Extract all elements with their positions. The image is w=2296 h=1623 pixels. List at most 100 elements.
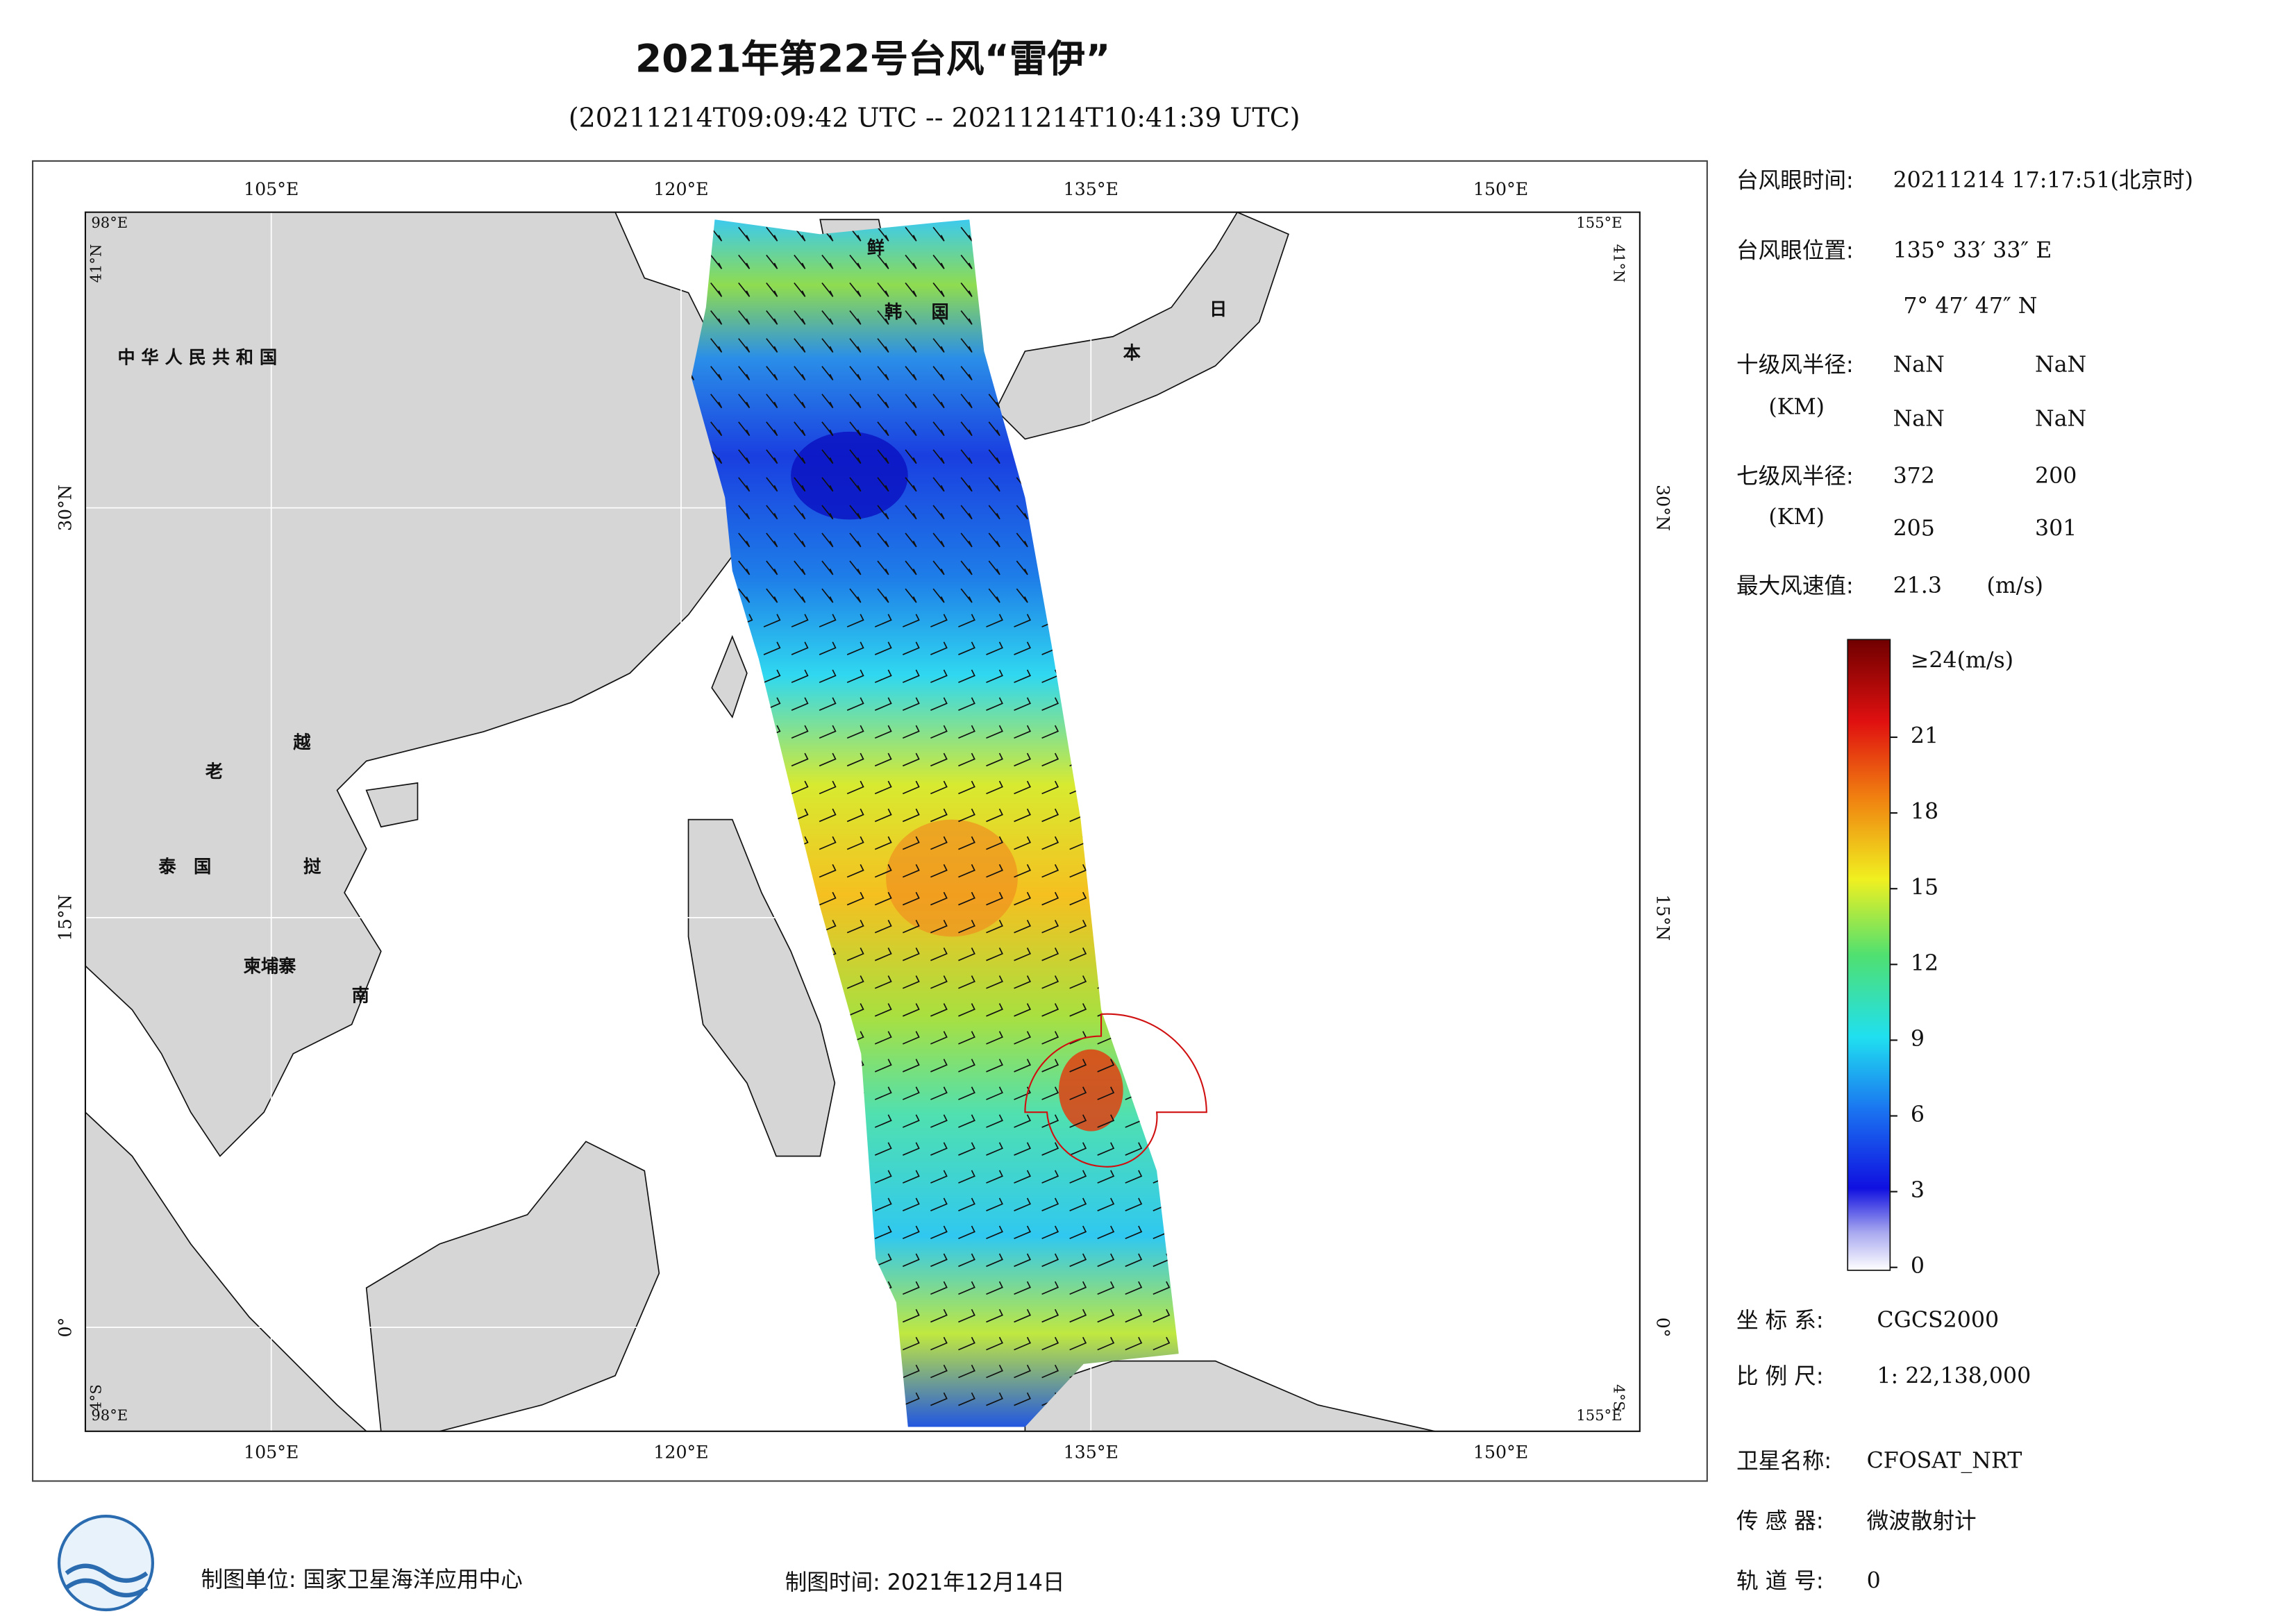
wind-barb <box>791 614 809 628</box>
wind-barb <box>763 669 781 683</box>
wind-barb <box>874 948 892 961</box>
wind-barb <box>738 421 751 437</box>
wind-barb <box>930 669 948 683</box>
info-unit: (KM) <box>1768 395 1825 420</box>
lon-label: 150°E <box>1473 179 1528 199</box>
info-label: 最大风速值: <box>1736 573 1854 598</box>
wind-barb <box>986 641 1003 655</box>
wind-barb <box>986 919 1003 934</box>
wind-barb <box>932 421 945 437</box>
wind-barb <box>958 1336 975 1351</box>
wind-barb <box>902 669 920 683</box>
wind-barb <box>1125 1197 1143 1211</box>
wind-barb <box>1041 1309 1059 1323</box>
wind-barb <box>958 641 975 655</box>
wind-barb <box>1014 780 1032 795</box>
wind-barb <box>1041 780 1059 795</box>
info-label: 十级风半径: <box>1736 353 1854 378</box>
wind-barb <box>1014 919 1032 934</box>
wind-barb <box>1097 1253 1115 1268</box>
wind-barb <box>821 477 834 492</box>
wind-barb <box>819 891 837 906</box>
wind-barb <box>958 891 975 906</box>
wind-barb <box>902 864 920 878</box>
wind-barb <box>1097 1281 1115 1295</box>
wind-barb <box>1153 1309 1171 1323</box>
place-label: 越 <box>293 732 311 752</box>
wind-barb <box>819 752 837 767</box>
wind-barb <box>1069 948 1087 961</box>
wind-barb <box>874 836 892 850</box>
wind-barb <box>986 1031 1003 1045</box>
info-value: 200 <box>2035 464 2077 489</box>
wind-barb <box>1125 1281 1143 1295</box>
wind-barb <box>794 338 806 353</box>
wind-barb <box>710 394 723 409</box>
info-label: 台风眼位置: <box>1736 239 1854 264</box>
wind-barb <box>1069 1253 1087 1268</box>
wind-barb <box>905 560 917 575</box>
wind-barb <box>1041 1086 1059 1100</box>
wind-barb <box>877 254 889 269</box>
wind-barb <box>1041 1225 1059 1240</box>
colorbar-label: 15 <box>1911 875 1938 900</box>
info-label: 七级风半径: <box>1736 464 1854 489</box>
corner-label: 41°N <box>1611 244 1628 283</box>
colorbar-label: 21 <box>1911 724 1938 749</box>
wind-barb <box>958 780 975 795</box>
place-label: 南 <box>352 986 369 1006</box>
wind-barb <box>905 421 917 437</box>
colorbar-label: 0 <box>1911 1254 1925 1279</box>
wind-barb <box>849 338 862 353</box>
wind-barb <box>932 560 945 575</box>
wind-barb <box>821 282 834 297</box>
wind-barb <box>877 338 889 353</box>
wind-barb <box>902 836 920 850</box>
wind-barb <box>902 1253 920 1268</box>
wind-barb <box>874 1086 892 1100</box>
wind-barb <box>1041 1336 1059 1351</box>
place-label: 鲜 <box>867 237 885 258</box>
wind-barb <box>1069 919 1087 934</box>
wind-barb <box>849 477 862 492</box>
wind-barb <box>766 449 778 464</box>
wind-barb <box>986 1197 1003 1211</box>
wind-barb <box>1069 1336 1087 1351</box>
wind-barb <box>1041 864 1059 878</box>
wind-barb <box>738 505 751 520</box>
wind-radius <box>1024 1013 1207 1168</box>
wind-barb <box>902 1309 920 1323</box>
wind-barb <box>986 1114 1003 1128</box>
wind-barb <box>1069 1142 1087 1156</box>
wind-barb <box>738 532 751 548</box>
wind-barb <box>930 1364 948 1379</box>
wind-barb <box>930 1392 948 1406</box>
wind-barb <box>819 614 837 628</box>
wind-barb <box>821 421 834 437</box>
wind-barb <box>986 1003 1003 1017</box>
wind-barb <box>986 891 1003 906</box>
wind-barb <box>986 1170 1003 1184</box>
wind-barb <box>905 282 917 297</box>
wind-barb <box>932 505 945 520</box>
wind-barb <box>960 394 973 409</box>
wind-barb <box>988 394 1000 409</box>
wind-barb <box>902 1142 920 1156</box>
wind-barb <box>958 1059 975 1073</box>
wind-barb <box>794 226 806 242</box>
wind-barb <box>1014 697 1032 711</box>
wind-barb <box>1041 1031 1059 1045</box>
wind-barb <box>1016 505 1028 520</box>
wind-barb <box>846 780 864 795</box>
wind-barb <box>1041 1003 1059 1017</box>
wind-barb <box>1041 891 1059 906</box>
wind-barb <box>874 1003 892 1017</box>
wind-barb <box>738 449 751 464</box>
wind-barb <box>791 669 809 683</box>
info-value: 135° 33′ 33″ E <box>1893 238 2052 263</box>
info-value: 21.3 <box>1893 573 1942 598</box>
wind-barb <box>930 1309 948 1323</box>
wind-barb <box>902 752 920 767</box>
wind-barb <box>930 1059 948 1073</box>
